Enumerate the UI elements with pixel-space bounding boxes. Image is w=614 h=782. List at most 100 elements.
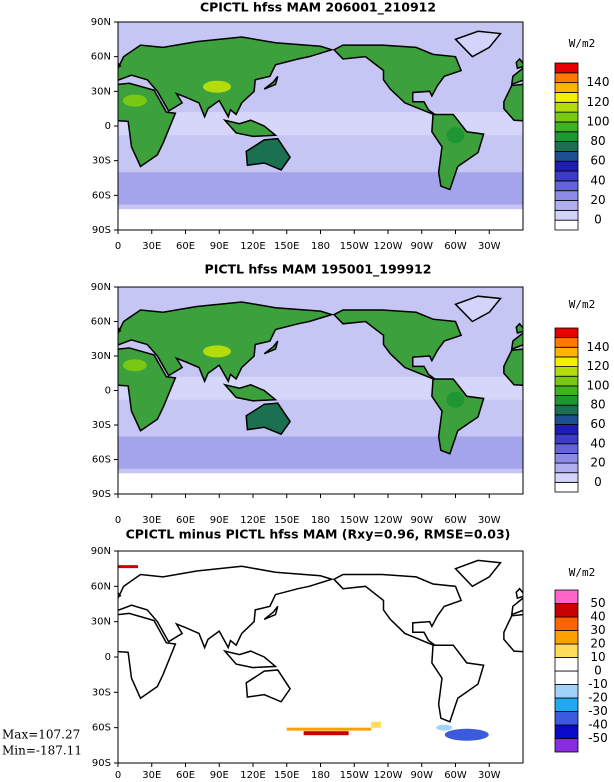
land-greenland	[454, 559, 502, 588]
tropical-band	[118, 112, 523, 136]
colorbar-box	[554, 630, 579, 645]
x-tick-label: 150E	[274, 515, 299, 526]
diff-orange-band	[286, 727, 372, 731]
x-tick-label: 120E	[240, 770, 265, 781]
x-tick-label: 0	[115, 241, 121, 252]
colorbar-box	[554, 82, 579, 93]
diff-blue-patch	[444, 728, 489, 741]
land-australia	[245, 137, 292, 171]
y-tick-label: 60N	[91, 581, 111, 592]
land-africa	[503, 83, 523, 122]
land-australia	[245, 669, 292, 703]
x-tick-label: 150E	[274, 770, 299, 781]
colorbar-box	[554, 738, 579, 753]
colorbar-box	[554, 603, 579, 618]
land-greenland	[454, 295, 502, 323]
colorbar-box	[554, 670, 579, 685]
land-greenland	[454, 30, 502, 58]
colorbar-label: -40	[588, 718, 608, 732]
y-tick-label: 30S	[92, 420, 111, 431]
x-tick-label: 0	[115, 515, 121, 526]
colorbar-label: 0	[594, 213, 602, 227]
y-tick-label: 0	[105, 652, 111, 663]
x-tick-label: 30E	[142, 770, 161, 781]
colorbar-label: 0	[594, 475, 602, 489]
colorbar-box	[554, 141, 579, 152]
land-indonesia	[222, 118, 278, 138]
land-namerica	[332, 44, 463, 117]
colorbar-box	[554, 414, 579, 425]
x-tick-label: 60W	[444, 241, 467, 252]
colorbar-box	[554, 366, 579, 377]
x-tick-label: 60E	[176, 515, 195, 526]
panel-title: CPICTL minus PICTL hfss MAM (Rxy=0.96, R…	[126, 527, 511, 542]
southern-ocean-band	[118, 172, 523, 205]
land-eurasia	[510, 331, 523, 351]
x-tick-label: 180	[311, 515, 330, 526]
land-japan	[263, 75, 279, 90]
units-label: W/m2	[569, 37, 596, 50]
colorbar-label: 20	[590, 193, 605, 207]
tropical-band	[118, 376, 523, 400]
x-tick-label: 90W	[410, 770, 433, 781]
diff-cyan-patch	[436, 724, 453, 731]
x-tick-label: 120W	[374, 770, 403, 781]
y-tick-label: 30N	[91, 86, 111, 97]
colorbar-label: 40	[590, 436, 605, 450]
land-eurasia	[510, 596, 523, 616]
colorbar-box	[554, 462, 579, 474]
land-uk	[515, 57, 523, 70]
diff-red-band	[303, 731, 349, 736]
x-tick-label: 90W	[410, 515, 433, 526]
colorbar-label: 100	[587, 114, 610, 128]
colorbar-box	[554, 684, 579, 699]
y-tick-label: 60S	[92, 190, 111, 201]
colorbar-box	[554, 209, 579, 221]
colorbar-box	[554, 190, 579, 201]
map	[118, 551, 523, 763]
land-samerica	[431, 378, 485, 455]
x-tick-label: 120W	[374, 515, 403, 526]
y-tick-label: 60S	[92, 455, 111, 466]
units-label: W/m2	[569, 298, 596, 311]
y-tick-label: 90S	[92, 489, 111, 500]
colorbar-box	[554, 385, 579, 396]
colorbar-box	[554, 472, 579, 483]
colorbar-label: 60	[590, 154, 605, 168]
x-tick-label: 30W	[478, 241, 501, 252]
x-tick-label: 150W	[340, 241, 369, 252]
land-eurasia	[118, 565, 335, 650]
x-tick-label: 30W	[478, 515, 501, 526]
land-uk	[118, 61, 122, 68]
x-tick-label: 30E	[142, 241, 161, 252]
panel-title: CPICTL hfss MAM 206001_210912	[200, 0, 436, 16]
y-tick-label: 30S	[92, 156, 111, 167]
antarctica	[118, 473, 523, 494]
x-tick-label: 120E	[240, 241, 265, 252]
map	[118, 287, 523, 494]
x-tick-label: 180	[311, 770, 330, 781]
colorbar-box	[554, 62, 579, 74]
x-tick-label: 60W	[444, 515, 467, 526]
x-tick-label: 0	[115, 770, 121, 781]
y-tick-label: 30N	[91, 617, 111, 628]
colorbar-box	[554, 151, 579, 162]
colorbar-label: 0	[594, 664, 602, 678]
colorbar-label: 100	[587, 378, 610, 392]
y-tick-label: 30N	[91, 351, 111, 362]
y-tick-label: 60N	[91, 52, 111, 63]
x-tick-label: 150E	[274, 241, 299, 252]
tibet-patch	[203, 345, 231, 358]
y-tick-label: 90N	[91, 282, 111, 293]
colorbar-box	[554, 481, 579, 493]
land-samerica	[431, 644, 485, 723]
sahara-patch	[122, 359, 147, 372]
colorbar-box	[554, 375, 579, 387]
x-tick-label: 60W	[444, 770, 467, 781]
map	[118, 22, 523, 230]
colorbar-box	[554, 327, 579, 339]
sahara-patch	[122, 94, 147, 107]
colorbar-box	[554, 92, 579, 103]
min-label: Min=-187.11	[2, 744, 82, 758]
